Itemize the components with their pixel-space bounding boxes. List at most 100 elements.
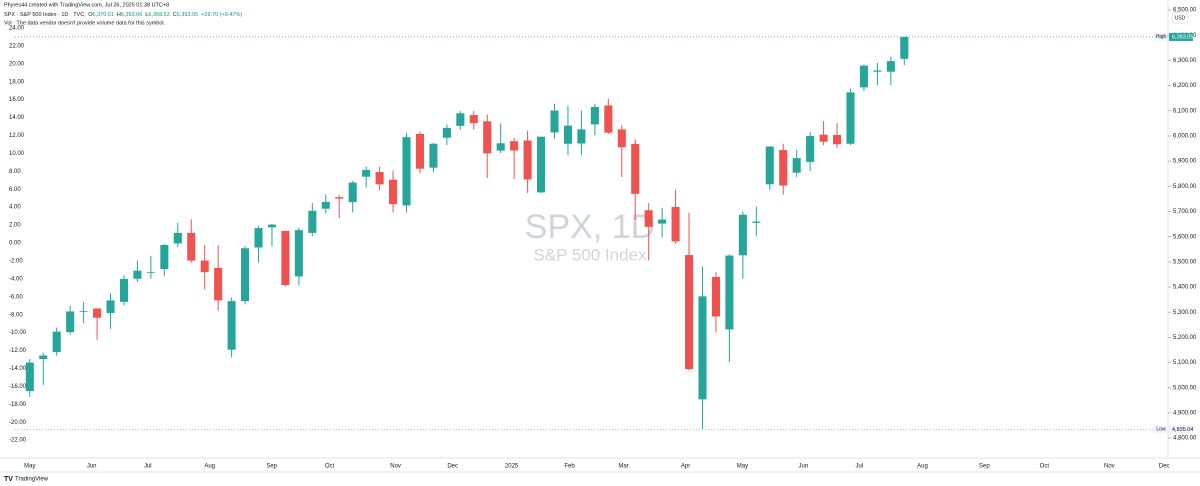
candle-body: [644, 210, 653, 227]
x-tick-label: Jul: [856, 464, 864, 470]
candle-body: [617, 129, 626, 148]
x-tick-label: Mar: [618, 464, 628, 470]
candle-body: [66, 311, 75, 333]
low-label: 4,835.04: [1172, 427, 1193, 433]
y-tick-label: 5,400.00: [1173, 285, 1197, 291]
volume-note: Vol · The data vendor doesn't provide vo…: [4, 20, 166, 26]
candle-body: [806, 135, 815, 162]
y-tick-label: 5,200.00: [1173, 335, 1197, 341]
y-tick-label: 6,200.00: [1173, 83, 1197, 89]
y2-tick-label: -12.00: [9, 348, 27, 354]
y2-tick-label: 8.00: [9, 169, 21, 175]
symbol-legend: SPX · S&P 500 Index · 1D · TVC O6,370.01 H…: [4, 12, 242, 18]
footer-brand: TradingView: [15, 477, 49, 483]
x-tick-label: Jun: [799, 464, 809, 470]
candle-body: [52, 331, 61, 353]
candle-body: [308, 210, 317, 233]
ohlc-key: C: [173, 12, 177, 18]
ohlc-key: H: [117, 12, 121, 18]
candle-body: [483, 121, 492, 154]
candle-body: [187, 232, 196, 261]
currency-button[interactable]: [1171, 12, 1189, 24]
y2-tick-label: 12.00: [9, 133, 25, 139]
candle-body: [389, 179, 398, 205]
y2-tick-label: -4.00: [9, 276, 23, 282]
last-label: 6,393.05: [1172, 34, 1193, 40]
y2-tick-label: -16.00: [9, 384, 27, 390]
candle-body: [200, 260, 209, 273]
candle-body: [590, 106, 599, 125]
low-text-box: [1154, 425, 1168, 434]
x-tick-label: Dec: [1159, 464, 1170, 470]
candle-body: [510, 141, 519, 151]
y-tick-label: 5,900.00: [1173, 159, 1197, 165]
change: +29.70 (+0.47%): [201, 12, 242, 18]
candle-body: [227, 301, 236, 350]
y2-tick-label: 6.00: [9, 187, 21, 193]
y-tick-label: 6,100.00: [1173, 108, 1197, 114]
y-tick-label: 6,500.00: [1173, 8, 1197, 14]
candle-body: [671, 206, 680, 242]
x-tick-label: Jul: [144, 464, 152, 470]
x-tick-label: May: [24, 464, 35, 470]
candle-body: [886, 61, 895, 72]
y-tick-label: 6,300.00: [1173, 58, 1197, 64]
candle-body: [577, 129, 586, 144]
candle-body: [832, 134, 842, 145]
low-text: Low: [1156, 427, 1166, 433]
currency[interactable]: USD: [1175, 15, 1186, 21]
candle-body: [294, 230, 303, 277]
y-tick-label: 5,000.00: [1173, 385, 1197, 391]
x-tick-label: Jun: [87, 464, 97, 470]
candle-body: [375, 171, 384, 185]
y-tick-label: 5,600.00: [1173, 234, 1197, 240]
x-tick-label: Sep: [266, 464, 277, 470]
x-tick-label: May: [737, 464, 748, 470]
y-tick-label: 6,000.00: [1173, 134, 1197, 140]
candle-body: [442, 127, 451, 138]
y2-tick-label: 0.00: [9, 241, 21, 247]
low-label-box: [1169, 425, 1193, 434]
candle-body: [711, 276, 720, 317]
x-tick-label: Oct: [1040, 464, 1050, 470]
y2-tick-label: -6.00: [9, 294, 23, 300]
y2-tick-label: -2.00: [9, 258, 23, 264]
candle-body: [469, 115, 478, 124]
candle-body: [496, 143, 505, 151]
candle-body: [93, 308, 102, 318]
candle-body: [537, 136, 546, 193]
candle-body: [133, 270, 142, 279]
candle-body: [39, 355, 48, 360]
ohlc-key: L: [145, 12, 148, 18]
candle-body: [873, 70, 882, 72]
candle-body: [859, 65, 868, 88]
candle-body: [321, 201, 330, 209]
candle-body: [429, 143, 438, 168]
candle-body: [335, 197, 344, 199]
x-tick-label: Dec: [447, 464, 458, 470]
candle-body: [79, 310, 88, 312]
candle-body: [604, 105, 613, 133]
y2-tick-label: -10.00: [9, 330, 27, 336]
candle-body: [173, 232, 182, 244]
y2-tick-label: -22.00: [9, 438, 27, 444]
x-tick-label: Feb: [564, 464, 575, 470]
y2-tick-label: 2.00: [9, 223, 21, 229]
candle-body: [402, 137, 411, 206]
y-tick-label: 5,300.00: [1173, 310, 1197, 316]
y-tick-label: 5,500.00: [1173, 259, 1197, 265]
watermark-subtitle: S&P 500 Index: [533, 245, 647, 264]
y2-tick-label: -8.00: [9, 312, 23, 318]
candle-body: [456, 113, 465, 126]
x-tick-label: Nov: [1104, 464, 1115, 470]
x-tick-label: Sep: [979, 464, 990, 470]
x-tick-label: Aug: [917, 464, 928, 470]
y2-tick-label: -18.00: [9, 402, 27, 408]
candle-body: [281, 230, 290, 286]
x-tick-label: Nov: [390, 464, 401, 470]
y2-tick-label: 14.00: [9, 115, 25, 121]
candle-body: [523, 140, 532, 180]
y2-tick-label: 4.00: [9, 205, 21, 211]
ohlc-value: 6,368.53: [148, 12, 169, 18]
